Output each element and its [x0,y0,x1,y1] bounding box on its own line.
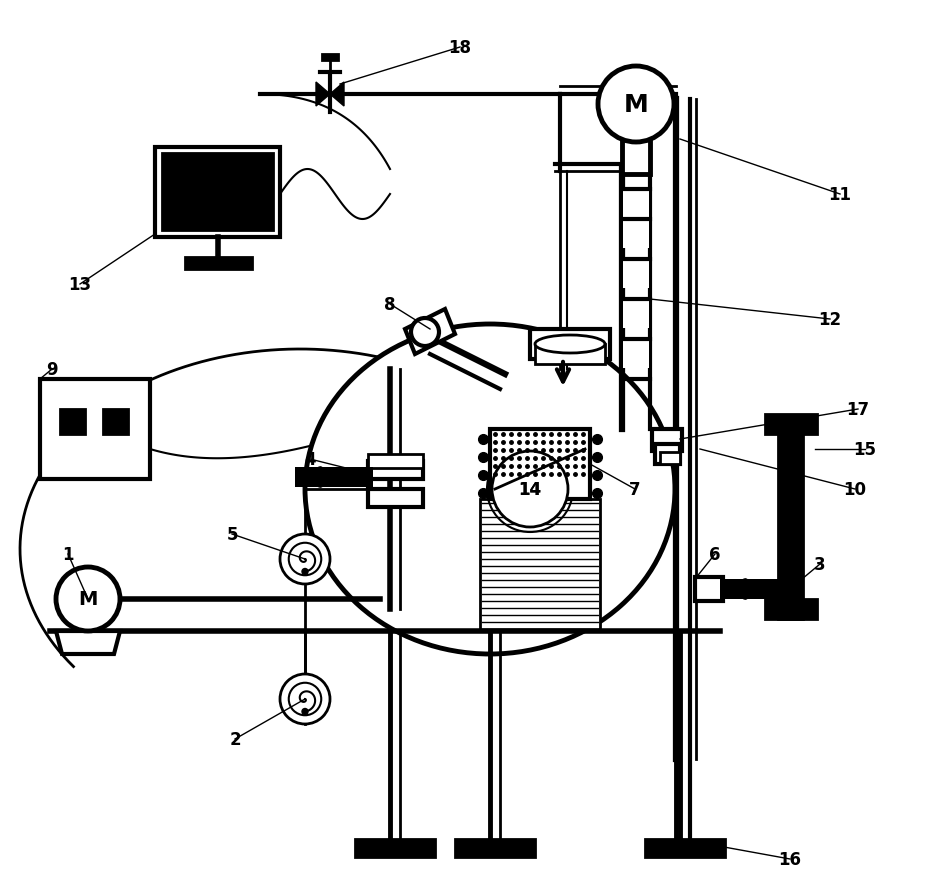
Text: M: M [623,93,648,117]
Bar [368,462,423,479]
Bar [60,409,85,434]
Text: 12: 12 [819,311,842,329]
Text: 4: 4 [304,450,315,469]
Bar [623,260,649,289]
Polygon shape [56,632,120,654]
Text: 3: 3 [814,556,826,573]
Ellipse shape [305,324,675,654]
Circle shape [280,534,330,585]
Bar [355,839,435,857]
Bar [40,379,150,479]
Text: 9: 9 [47,361,58,378]
Bar [623,300,649,329]
Text: 16: 16 [778,850,802,868]
Bar [295,468,373,487]
Text: 2: 2 [229,730,240,748]
Circle shape [289,683,321,715]
Bar [645,839,725,857]
Circle shape [492,452,568,527]
Text: 10: 10 [844,480,866,499]
Bar [368,489,423,508]
Text: 17: 17 [846,400,869,418]
Polygon shape [405,309,455,354]
Bar [622,140,650,175]
Circle shape [56,567,120,632]
Text: 14: 14 [519,480,542,499]
Text: 1: 1 [63,546,74,563]
Bar [530,330,610,360]
Text: 13: 13 [68,276,91,293]
Circle shape [289,543,321,576]
Text: 15: 15 [853,440,877,458]
Bar [765,599,817,619]
Circle shape [411,319,439,346]
Bar [455,839,535,857]
Bar [535,345,605,364]
Circle shape [302,569,308,575]
Bar [185,258,252,269]
Bar [720,579,792,599]
Bar [490,430,590,500]
Ellipse shape [535,336,605,354]
Circle shape [302,709,308,715]
Bar [765,415,817,434]
Circle shape [487,447,573,532]
Text: 6: 6 [710,546,721,563]
Bar [322,55,338,61]
Circle shape [280,674,330,724]
Bar [660,453,680,464]
Bar [162,154,273,230]
Text: 7: 7 [629,480,641,499]
Text: M: M [78,590,98,609]
Bar [368,455,423,469]
Bar [623,340,649,369]
Bar [778,420,803,619]
Polygon shape [330,83,344,107]
Circle shape [598,67,674,143]
Bar [652,430,682,452]
Bar [655,445,680,464]
Bar [623,221,649,249]
Bar [155,148,280,237]
Bar [623,190,649,219]
Bar [103,409,128,434]
Polygon shape [316,83,330,107]
Text: 14: 14 [519,480,542,499]
Text: 5: 5 [226,525,238,543]
Bar [695,578,723,602]
Text: 18: 18 [448,39,471,57]
Text: 11: 11 [828,186,851,204]
Text: 8: 8 [384,296,396,314]
Bar [480,500,600,629]
